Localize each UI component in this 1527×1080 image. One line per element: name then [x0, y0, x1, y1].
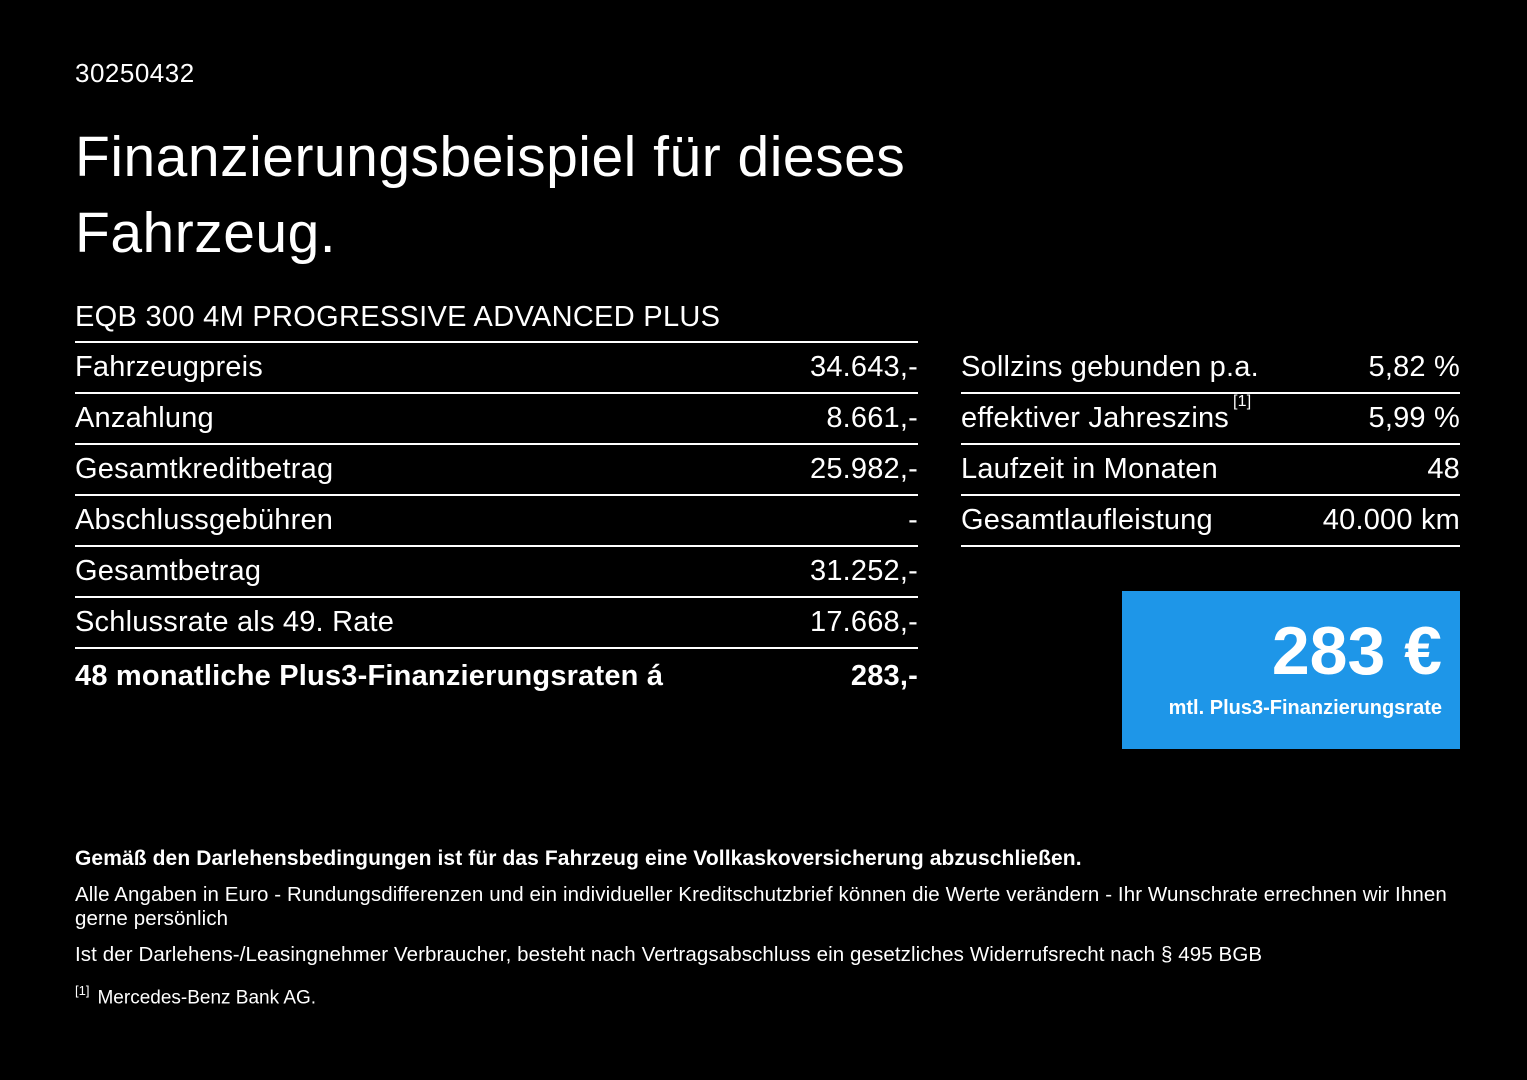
finance-row-value: 17.668,-	[809, 606, 918, 638]
finance-table: EQB 300 4M PROGRESSIVE ADVANCED PLUS Fah…	[75, 301, 918, 749]
conditions-table: Sollzins gebunden p.a. 5,82 % effektiver…	[961, 343, 1460, 547]
conditions-row-label-text: effektiver Jahreszins	[961, 402, 1230, 434]
document-id: 30250432	[75, 58, 195, 88]
page-title: Finanzierungsbeispiel für dieses Fahrzeu…	[75, 119, 1460, 271]
footnote-insurance: Gemäß den Darlehensbedingungen ist für d…	[75, 847, 1082, 870]
finance-row-value: 25.982,-	[809, 453, 918, 485]
footnote-disclaimer-2: Ist der Darlehens-/Leasingnehmer Verbrau…	[75, 943, 1263, 966]
finance-row-value: 31.252,-	[809, 555, 918, 587]
conditions-row-laufzeit: Laufzeit in Monaten 48	[961, 445, 1460, 496]
conditions-row-value: 48	[1427, 453, 1460, 485]
finance-row-gesamtkreditbetrag: Gesamtkreditbetrag 25.982,-	[75, 445, 918, 496]
conditions-row-label: Sollzins gebunden p.a.	[961, 351, 1259, 383]
finance-row-schlussrate: Schlussrate als 49. Rate 17.668,-	[75, 598, 918, 649]
conditions-row-label: Gesamtlaufleistung	[961, 504, 1213, 536]
footnotes: Gemäß den Darlehensbedingungen ist für d…	[75, 847, 1460, 1009]
finance-row-label: Gesamtbetrag	[75, 555, 262, 587]
finance-row-value: 283,-	[850, 660, 918, 692]
footnote-ref-marker: [1]	[1233, 393, 1252, 411]
conditions-row-effektiver-jahreszins: effektiver Jahreszins[1] 5,99 %	[961, 393, 1460, 445]
finance-row-value: 34.643,-	[809, 351, 918, 383]
finance-row-label: Anzahlung	[75, 402, 214, 434]
finance-row-label: Schlussrate als 49. Rate	[75, 606, 395, 638]
footnote-disclaimer-1: Alle Angaben in Euro - Rundungsdifferenz…	[75, 883, 1447, 930]
rate-amount: 283 €	[1271, 612, 1442, 689]
conditions-row-gesamtlaufleistung: Gesamtlaufleistung 40.000 km	[961, 496, 1460, 547]
footnote-reference-text: Mercedes-Benz Bank AG.	[97, 987, 317, 1009]
finance-row-abschlussgebuehren: Abschlussgebühren -	[75, 496, 918, 547]
footnote-reference: [1] Mercedes-Benz Bank AG.	[75, 983, 1460, 1009]
conditions-row-value: 40.000 km	[1322, 504, 1460, 536]
finance-row-value: 8.661,-	[826, 402, 918, 434]
page-title-line2: Fahrzeug.	[75, 201, 337, 265]
finance-row-label: Gesamtkreditbetrag	[75, 453, 334, 485]
vehicle-model: EQB 300 4M PROGRESSIVE ADVANCED PLUS	[75, 301, 918, 343]
finance-row-anzahlung: Anzahlung 8.661,-	[75, 394, 918, 445]
conditions-row-sollzins: Sollzins gebunden p.a. 5,82 %	[961, 343, 1460, 394]
finance-row-value: -	[908, 504, 918, 536]
finance-row-label: Abschlussgebühren	[75, 504, 334, 536]
conditions-row-value: 5,82 %	[1368, 351, 1460, 383]
finance-row-label: Fahrzeugpreis	[75, 351, 263, 383]
conditions-column: Sollzins gebunden p.a. 5,82 % effektiver…	[961, 301, 1460, 749]
finance-row-monthly-rate: 48 monatliche Plus3-Finanzierungsraten á…	[75, 649, 918, 704]
page-title-line1: Finanzierungsbeispiel für dieses	[75, 125, 906, 189]
conditions-row-value: 5,99 %	[1368, 402, 1460, 434]
conditions-row-label: Laufzeit in Monaten	[961, 453, 1218, 485]
finance-columns: EQB 300 4M PROGRESSIVE ADVANCED PLUS Fah…	[75, 301, 1460, 749]
finance-row-label: 48 monatliche Plus3-Finanzierungsraten á	[75, 660, 664, 692]
footnote-reference-marker: [1]	[75, 983, 90, 998]
finance-row-fahrzeugpreis: Fahrzeugpreis 34.643,-	[75, 343, 918, 394]
conditions-row-label: effektiver Jahreszins[1]	[961, 393, 1251, 435]
rate-caption: mtl. Plus3-Finanzierungsrate	[1168, 697, 1442, 720]
rate-box: 283 € mtl. Plus3-Finanzierungsrate	[1122, 591, 1460, 749]
finance-row-gesamtbetrag: Gesamtbetrag 31.252,-	[75, 547, 918, 598]
